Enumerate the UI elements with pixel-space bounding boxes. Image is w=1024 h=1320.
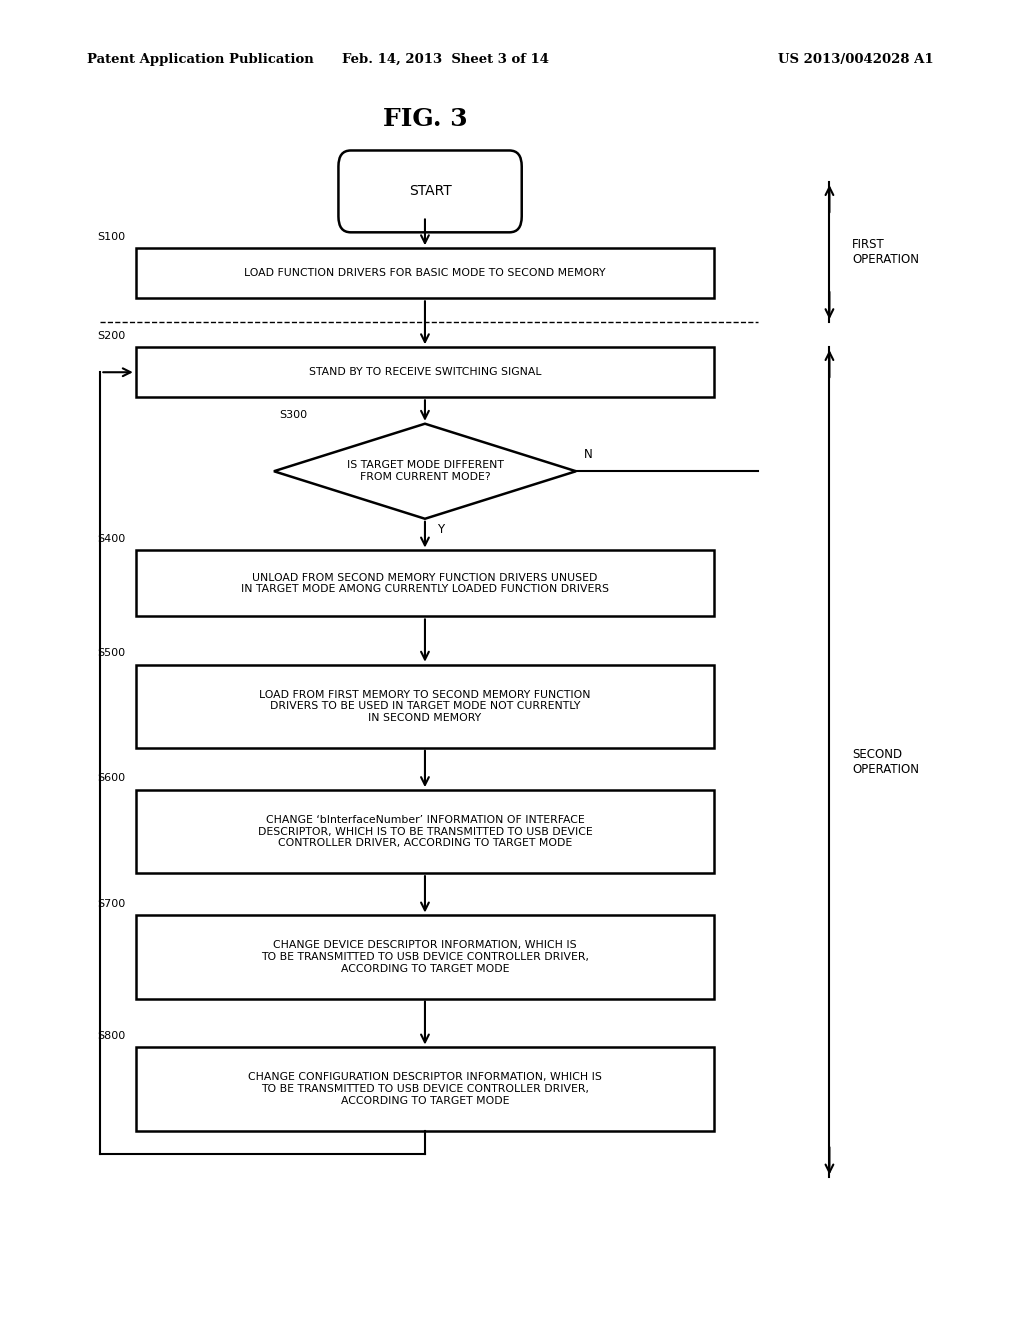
Text: LOAD FUNCTION DRIVERS FOR BASIC MODE TO SECOND MEMORY: LOAD FUNCTION DRIVERS FOR BASIC MODE TO … [244, 268, 606, 279]
Text: UNLOAD FROM SECOND MEMORY FUNCTION DRIVERS UNUSED
IN TARGET MODE AMONG CURRENTLY: UNLOAD FROM SECOND MEMORY FUNCTION DRIVE… [241, 573, 609, 594]
Text: FIG. 3: FIG. 3 [383, 107, 467, 131]
Text: Y: Y [437, 523, 444, 536]
Bar [135, 916, 715, 998]
Polygon shape [273, 424, 575, 519]
Bar [135, 789, 715, 874]
Text: CHANGE CONFIGURATION DESCRIPTOR INFORMATION, WHICH IS
TO BE TRANSMITTED TO USB D: CHANGE CONFIGURATION DESCRIPTOR INFORMAT… [248, 1072, 602, 1106]
Text: S800: S800 [97, 1031, 126, 1040]
Text: Patent Application Publication: Patent Application Publication [87, 53, 313, 66]
Text: START: START [409, 185, 452, 198]
Text: LOAD FROM FIRST MEMORY TO SECOND MEMORY FUNCTION
DRIVERS TO BE USED IN TARGET MO: LOAD FROM FIRST MEMORY TO SECOND MEMORY … [259, 689, 591, 723]
Text: S700: S700 [97, 899, 126, 908]
Bar [135, 665, 715, 747]
FancyBboxPatch shape [338, 150, 521, 232]
Text: STAND BY TO RECEIVE SWITCHING SIGNAL: STAND BY TO RECEIVE SWITCHING SIGNAL [308, 367, 542, 378]
Text: S500: S500 [97, 648, 126, 657]
Text: S100: S100 [97, 231, 126, 242]
Text: N: N [584, 447, 593, 461]
Bar [135, 1048, 715, 1130]
Text: S600: S600 [97, 774, 126, 784]
Text: SECOND
OPERATION: SECOND OPERATION [852, 748, 919, 776]
Text: S400: S400 [97, 533, 126, 544]
Bar [135, 550, 715, 616]
Bar [135, 248, 715, 298]
Text: Feb. 14, 2013  Sheet 3 of 14: Feb. 14, 2013 Sheet 3 of 14 [342, 53, 549, 66]
Text: US 2013/0042028 A1: US 2013/0042028 A1 [778, 53, 934, 66]
Bar [135, 347, 715, 397]
Text: S300: S300 [279, 409, 307, 420]
Text: CHANGE DEVICE DESCRIPTOR INFORMATION, WHICH IS
TO BE TRANSMITTED TO USB DEVICE C: CHANGE DEVICE DESCRIPTOR INFORMATION, WH… [261, 940, 589, 974]
Text: IS TARGET MODE DIFFERENT
FROM CURRENT MODE?: IS TARGET MODE DIFFERENT FROM CURRENT MO… [346, 461, 504, 482]
Text: S200: S200 [97, 330, 126, 341]
Text: CHANGE ‘bInterfaceNumber’ INFORMATION OF INTERFACE
DESCRIPTOR, WHICH IS TO BE TR: CHANGE ‘bInterfaceNumber’ INFORMATION OF… [258, 814, 592, 849]
Text: FIRST
OPERATION: FIRST OPERATION [852, 238, 919, 267]
